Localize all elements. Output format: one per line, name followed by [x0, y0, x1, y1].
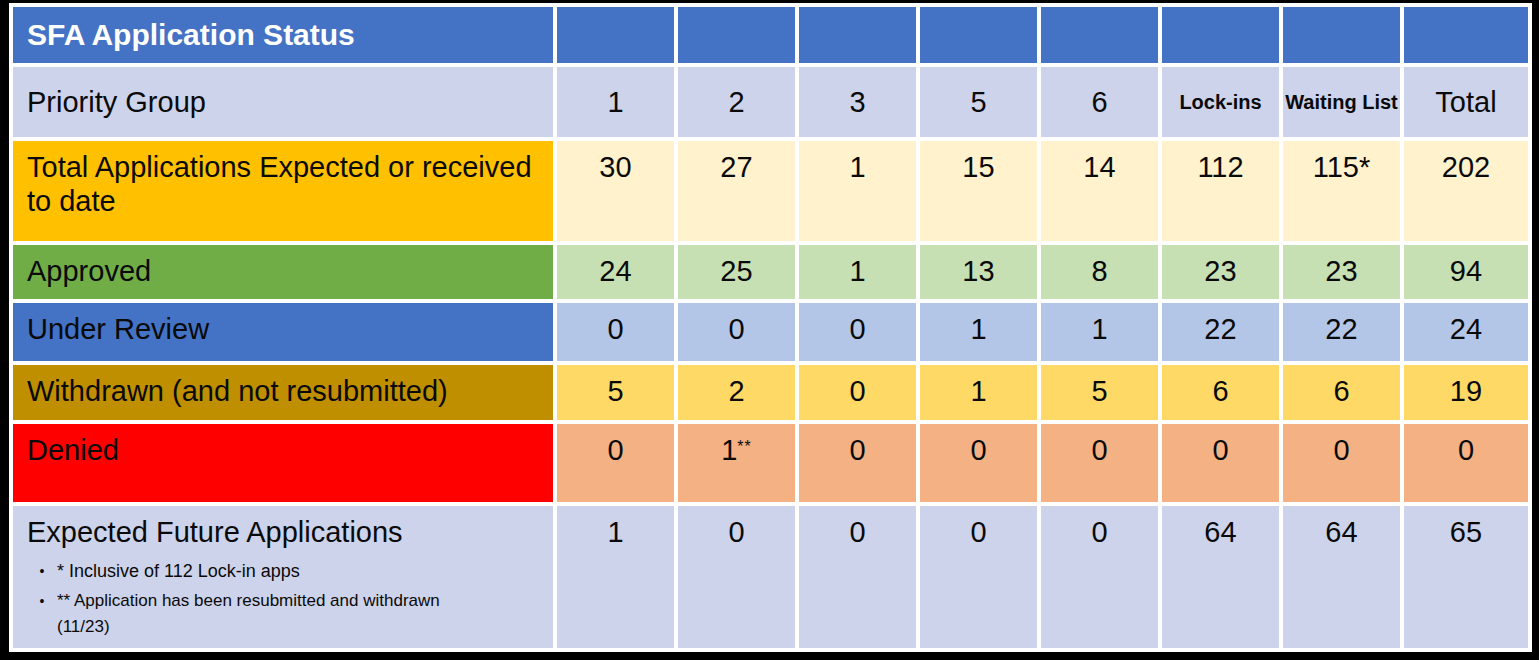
- column-header-6: 6: [1041, 67, 1158, 137]
- cell-approved-g5: 13: [920, 245, 1037, 299]
- column-header-total: Total: [1404, 67, 1528, 137]
- title-spacer-cell: [799, 7, 916, 63]
- cell-future-g6: 0: [1041, 506, 1158, 648]
- expected-future-label: Expected Future Applications: [27, 515, 545, 549]
- title-spacer-cell: [1162, 7, 1279, 63]
- cell-approved-waiting: 23: [1283, 245, 1400, 299]
- cell-approved-lockins: 23: [1162, 245, 1279, 299]
- cell-approved-g2: 25: [678, 245, 795, 299]
- cell-withdrawn-g5: 1: [920, 365, 1037, 420]
- cell-review-lockins: 22: [1162, 303, 1279, 361]
- table-title: SFA Application Status: [13, 7, 553, 63]
- cell-denied-total: 0: [1404, 424, 1528, 502]
- column-header-5: 5: [920, 67, 1037, 137]
- cell-denied-g1: 0: [557, 424, 674, 502]
- footnote-lock-in-text: * Inclusive of 112 Lock-in apps: [57, 558, 300, 586]
- cell-withdrawn-g2: 2: [678, 365, 795, 420]
- header-row: Priority Group 1 2 3 5 6 Lock-ins Waitin…: [13, 67, 1528, 137]
- cell-denied-g2: 1**: [678, 424, 795, 502]
- row-withdrawn: Withdrawn (and not resubmitted) 5 2 0 1 …: [13, 365, 1528, 420]
- row-label-withdrawn: Withdrawn (and not resubmitted): [13, 365, 553, 420]
- cell-future-waiting: 64: [1283, 506, 1400, 648]
- sfa-status-table: SFA Application Status Priority Group 1 …: [9, 3, 1532, 652]
- row-total-applications: Total Applications Expected or received …: [13, 141, 1528, 241]
- header-priority-group: Priority Group: [13, 67, 553, 137]
- title-spacer-cell: [1041, 7, 1158, 63]
- cell-withdrawn-waiting: 6: [1283, 365, 1400, 420]
- row-label-denied: Denied: [13, 424, 553, 502]
- cell-approved-g6: 8: [1041, 245, 1158, 299]
- denied-g2-value: 1: [721, 434, 737, 466]
- cell-future-g3: 0: [799, 506, 916, 648]
- column-header-lock-ins: Lock-ins: [1162, 67, 1279, 137]
- title-spacer-cell: [1404, 7, 1528, 63]
- cell-withdrawn-lockins: 6: [1162, 365, 1279, 420]
- cell-total-apps-g2: 27: [678, 141, 795, 241]
- cell-denied-g3: 0: [799, 424, 916, 502]
- row-denied: Denied 0 1** 0 0 0 0 0 0: [13, 424, 1528, 502]
- bullet-icon: •: [27, 558, 57, 586]
- cell-total-apps-total: 202: [1404, 141, 1528, 241]
- footnote-resubmitted: • ** Application has been resubmitted an…: [27, 588, 545, 641]
- title-row: SFA Application Status: [13, 7, 1528, 63]
- cell-withdrawn-g3: 0: [799, 365, 916, 420]
- cell-review-g6: 1: [1041, 303, 1158, 361]
- column-header-3: 3: [799, 67, 916, 137]
- cell-total-apps-waiting: 115*: [1283, 141, 1400, 241]
- slide-frame: SFA Application Status Priority Group 1 …: [0, 0, 1539, 660]
- cell-future-total: 65: [1404, 506, 1528, 648]
- cell-total-apps-g6: 14: [1041, 141, 1158, 241]
- title-spacer-cell: [678, 7, 795, 63]
- column-header-waiting-list: Waiting List: [1283, 67, 1400, 137]
- title-spacer-cell: [1283, 7, 1400, 63]
- cell-approved-g3: 1: [799, 245, 916, 299]
- cell-review-total: 24: [1404, 303, 1528, 361]
- footnotes: • * Inclusive of 112 Lock-in apps • ** A…: [27, 558, 545, 641]
- cell-review-g2: 0: [678, 303, 795, 361]
- cell-review-waiting: 22: [1283, 303, 1400, 361]
- cell-denied-g5: 0: [920, 424, 1037, 502]
- row-label-expected-future: Expected Future Applications • * Inclusi…: [13, 506, 553, 648]
- cell-future-g5: 0: [920, 506, 1037, 648]
- column-header-2: 2: [678, 67, 795, 137]
- title-spacer-cell: [920, 7, 1037, 63]
- footnote-lock-in: • * Inclusive of 112 Lock-in apps: [27, 558, 545, 586]
- cell-review-g3: 0: [799, 303, 916, 361]
- footnote-resubmitted-text: ** Application has been resubmitted and …: [57, 588, 440, 641]
- cell-review-g5: 1: [920, 303, 1037, 361]
- cell-review-g1: 0: [557, 303, 674, 361]
- cell-total-apps-g5: 15: [920, 141, 1037, 241]
- cell-total-apps-g1: 30: [557, 141, 674, 241]
- cell-total-apps-lockins: 112: [1162, 141, 1279, 241]
- cell-denied-waiting: 0: [1283, 424, 1400, 502]
- cell-future-lockins: 64: [1162, 506, 1279, 648]
- cell-denied-g6: 0: [1041, 424, 1158, 502]
- row-under-review: Under Review 0 0 0 1 1 22 22 24: [13, 303, 1528, 361]
- row-label-under-review: Under Review: [13, 303, 553, 361]
- cell-withdrawn-g6: 5: [1041, 365, 1158, 420]
- cell-total-apps-g3: 1: [799, 141, 916, 241]
- row-label-total-applications: Total Applications Expected or received …: [13, 141, 553, 241]
- column-header-1: 1: [557, 67, 674, 137]
- bullet-icon: •: [27, 588, 57, 641]
- cell-future-g2: 0: [678, 506, 795, 648]
- cell-withdrawn-total: 19: [1404, 365, 1528, 420]
- row-approved: Approved 24 25 1 13 8 23 23 94: [13, 245, 1528, 299]
- cell-withdrawn-g1: 5: [557, 365, 674, 420]
- denied-footnote-marker: **: [737, 438, 751, 455]
- row-label-approved: Approved: [13, 245, 553, 299]
- row-expected-future: Expected Future Applications • * Inclusi…: [13, 506, 1528, 648]
- cell-approved-g1: 24: [557, 245, 674, 299]
- cell-approved-total: 94: [1404, 245, 1528, 299]
- cell-denied-lockins: 0: [1162, 424, 1279, 502]
- cell-future-g1: 1: [557, 506, 674, 648]
- title-spacer-cell: [557, 7, 674, 63]
